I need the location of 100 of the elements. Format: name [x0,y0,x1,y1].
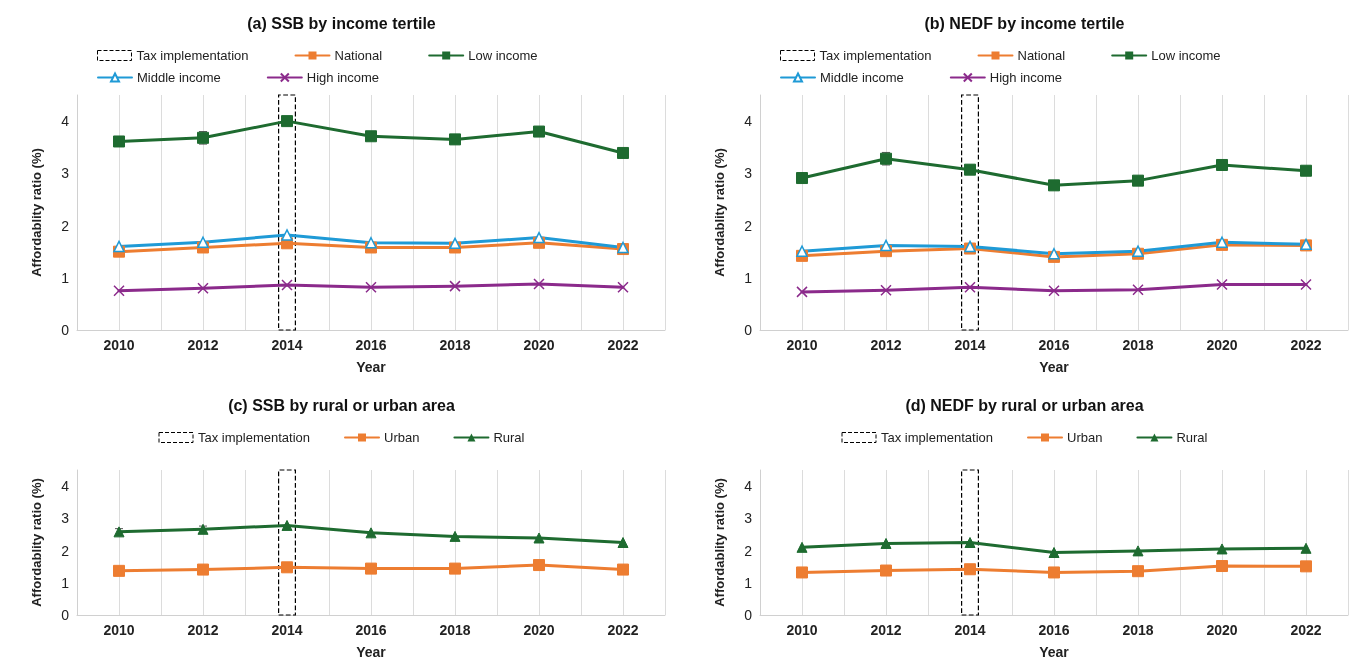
point [796,566,808,579]
legend-label: Tax implementation [198,430,311,445]
x-tick-label: 2012 [870,337,902,353]
x-tick-label: 2014 [954,622,986,638]
legend-label: Middle income [820,70,904,85]
x-tick-label: 2022 [1290,337,1322,353]
x-tick-label: 2014 [271,622,303,638]
point [1132,545,1144,557]
point [1300,560,1312,573]
x-tick-label: 2018 [439,337,471,353]
point [617,537,629,548]
point [1048,546,1060,558]
point [964,163,976,176]
x-axis-title: Year [356,644,387,660]
y-axis-title: Affordablity ratio (%) [712,478,727,607]
legend-label: Tax implementation [136,48,249,63]
point [1216,158,1228,171]
x-tick-label: 2020 [1206,337,1238,353]
point [281,519,293,531]
x-axis-title: Year [1039,359,1070,375]
point [449,562,461,575]
legend-label: Tax implementation [881,430,994,445]
point [1300,164,1312,177]
y-tick-label: 3 [61,165,70,182]
x-tick-label: 2022 [607,337,639,353]
x-tick-label: 2022 [1290,622,1322,638]
point [1048,566,1060,579]
y-tick-label: 2 [61,217,70,234]
legend-label: Low income [468,48,538,63]
point [113,564,125,577]
point [281,115,293,128]
y-tick-label: 3 [61,510,70,527]
point [365,237,377,249]
x-tick-label: 2010 [786,622,818,638]
x-tick-label: 2020 [523,622,555,638]
y-tick-label: 0 [744,322,753,338]
legend-label: Rural [1176,430,1208,445]
x-tick-label: 2010 [103,622,135,638]
point [796,172,808,185]
x-tick-label: 2010 [786,337,818,353]
point [197,282,209,294]
x-axis-title: Year [1039,644,1070,660]
point [796,286,808,298]
legend-label: Rural [493,430,525,445]
legend-label: High income [989,70,1063,85]
point [113,526,125,538]
point [365,281,377,293]
point [113,135,125,148]
x-tick-label: 2022 [607,622,639,638]
x-tick-label: 2014 [954,337,986,353]
point [533,231,545,244]
x-axis-title: Year [356,359,387,375]
point [533,559,545,572]
chart-title: (a) SSB by income tertile [247,14,436,32]
x-tick-label: 2016 [1038,622,1070,638]
point [796,541,808,553]
point [1048,285,1060,297]
point [197,236,209,249]
point [964,281,976,293]
y-tick-label: 2 [744,217,753,234]
point [197,563,209,576]
x-tick-label: 2020 [1206,622,1238,638]
point [113,240,125,253]
point [533,278,545,290]
x-tick-label: 2012 [187,337,219,353]
point [1048,179,1060,192]
legend-label: Urban [384,430,420,445]
point [449,280,461,292]
x-tick-label: 2018 [1122,622,1154,638]
point [281,279,293,291]
point [365,527,377,539]
y-tick-label: 1 [744,574,753,591]
x-tick-label: 2012 [187,622,219,638]
y-tick-label: 2 [744,542,753,559]
legend-label: Tax implementation [819,48,932,63]
y-tick-label: 0 [61,322,70,338]
x-tick-label: 2012 [870,622,902,638]
y-axis-title: Affordablity ratio (%) [712,148,727,277]
legend-label: National [334,48,383,63]
point [281,229,293,241]
x-tick-label: 2020 [523,337,555,353]
legend-label: National [1017,48,1066,63]
y-tick-label: 1 [744,269,753,286]
y-tick-label: 0 [61,607,70,623]
y-tick-label: 4 [744,478,753,495]
x-tick-label: 2014 [271,337,303,353]
point [964,537,976,548]
point [617,281,629,293]
point [533,532,545,544]
point [617,146,629,159]
point [533,125,545,138]
point [1132,174,1144,187]
point [281,561,293,574]
chart-title: (c) SSB by rural or urban area [228,396,455,414]
y-axis-title: Affordablity ratio (%) [29,478,44,607]
y-tick-label: 0 [744,607,753,623]
point [1216,560,1228,573]
point [449,530,461,542]
point [796,245,808,257]
point [880,564,892,577]
